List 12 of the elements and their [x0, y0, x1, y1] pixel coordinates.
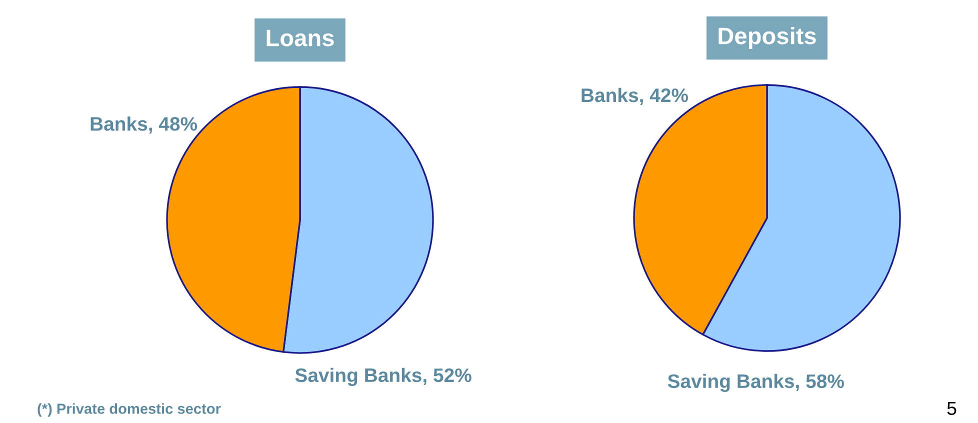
slice-label: Saving Banks: [668, 374, 794, 392]
data-label: , 48%: [149, 117, 198, 134]
chart-title: Deposits: [718, 26, 816, 50]
text: (*) Private domestic sector: [38, 403, 221, 417]
data-label: , 58%: [796, 374, 844, 391]
data-label: , 42%: [640, 88, 688, 106]
chart-title: Loans: [266, 30, 334, 46]
slice-label: Banks: [582, 88, 638, 102]
slice-label: Banks: [90, 116, 148, 131]
data-label: , 52%: [424, 368, 472, 385]
text: 5: [947, 402, 956, 416]
slice-label: Saving Banks: [295, 368, 422, 386]
